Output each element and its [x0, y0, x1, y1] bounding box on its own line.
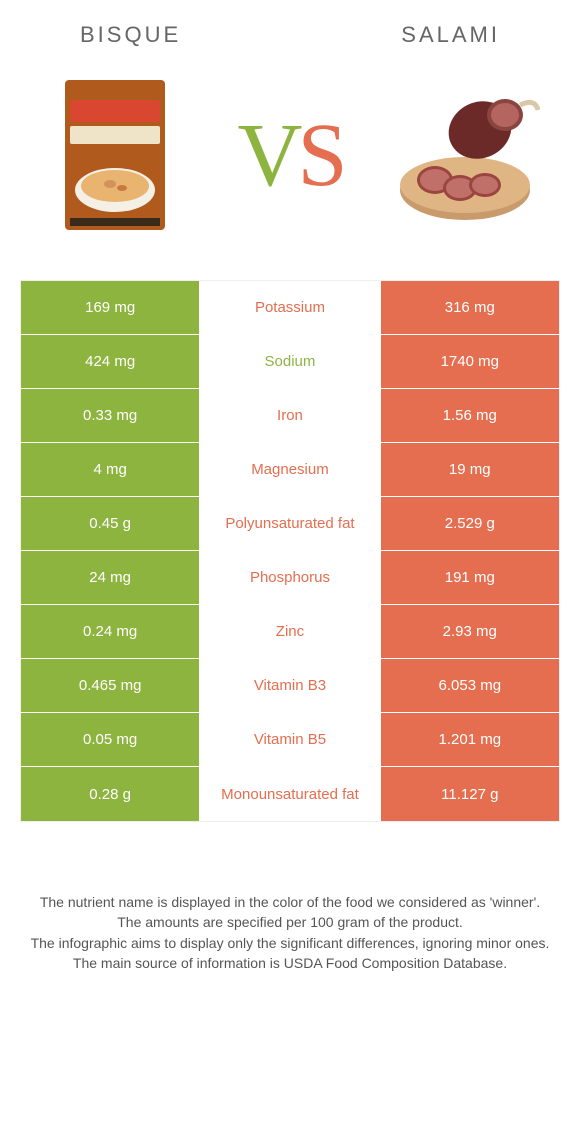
right-value: 2.529 g	[380, 497, 559, 550]
right-value: 6.053 mg	[380, 659, 559, 712]
table-row: 169 mgPotassium316 mg	[21, 281, 559, 335]
nutrient-label: Monounsaturated fat	[200, 767, 379, 821]
table-row: 4 mgMagnesium19 mg	[21, 443, 559, 497]
note-line: The nutrient name is displayed in the co…	[25, 892, 555, 912]
nutrient-label: Polyunsaturated fat	[200, 497, 379, 550]
note-line: The amounts are specified per 100 gram o…	[25, 912, 555, 932]
right-value: 316 mg	[380, 281, 559, 334]
nutrient-comparison-table: 169 mgPotassium316 mg424 mgSodium1740 mg…	[20, 280, 560, 822]
table-row: 0.28 gMonounsaturated fat11.127 g	[21, 767, 559, 821]
left-value: 4 mg	[21, 443, 200, 496]
nutrient-label: Magnesium	[200, 443, 379, 496]
right-value: 11.127 g	[380, 767, 559, 821]
left-value: 0.465 mg	[21, 659, 200, 712]
right-value: 1740 mg	[380, 335, 559, 388]
table-row: 0.465 mgVitamin B36.053 mg	[21, 659, 559, 713]
salami-image	[390, 70, 540, 240]
table-row: 0.45 gPolyunsaturated fat2.529 g	[21, 497, 559, 551]
nutrient-label: Sodium	[200, 335, 379, 388]
bisque-image	[40, 70, 190, 240]
right-value: 2.93 mg	[380, 605, 559, 658]
nutrient-label: Iron	[200, 389, 379, 442]
right-value: 191 mg	[380, 551, 559, 604]
note-line: The infographic aims to display only the…	[25, 933, 555, 953]
vs-label: VS	[237, 104, 342, 207]
table-row: 0.24 mgZinc2.93 mg	[21, 605, 559, 659]
table-row: 424 mgSodium1740 mg	[21, 335, 559, 389]
vs-v: V	[237, 106, 297, 205]
left-value: 169 mg	[21, 281, 200, 334]
left-food-title: BISQUE	[80, 22, 181, 48]
vs-s: S	[297, 106, 342, 205]
left-value: 0.28 g	[21, 767, 200, 821]
left-value: 0.24 mg	[21, 605, 200, 658]
table-row: 24 mgPhosphorus191 mg	[21, 551, 559, 605]
title-row: BISQUE SALAMI	[0, 22, 580, 48]
footnotes: The nutrient name is displayed in the co…	[25, 892, 555, 973]
left-value: 424 mg	[21, 335, 200, 388]
left-value: 0.05 mg	[21, 713, 200, 766]
food-images-row: VS	[0, 70, 580, 240]
right-food-title: SALAMI	[401, 22, 500, 48]
comparison-header: BISQUE SALAMI VS	[0, 0, 580, 270]
right-value: 1.56 mg	[380, 389, 559, 442]
note-line: The main source of information is USDA F…	[25, 953, 555, 973]
left-value: 0.45 g	[21, 497, 200, 550]
table-row: 0.33 mgIron1.56 mg	[21, 389, 559, 443]
nutrient-label: Zinc	[200, 605, 379, 658]
right-value: 1.201 mg	[380, 713, 559, 766]
right-value: 19 mg	[380, 443, 559, 496]
nutrient-label: Vitamin B5	[200, 713, 379, 766]
nutrient-label: Phosphorus	[200, 551, 379, 604]
left-value: 24 mg	[21, 551, 200, 604]
nutrient-label: Potassium	[200, 281, 379, 334]
left-value: 0.33 mg	[21, 389, 200, 442]
table-row: 0.05 mgVitamin B51.201 mg	[21, 713, 559, 767]
nutrient-label: Vitamin B3	[200, 659, 379, 712]
